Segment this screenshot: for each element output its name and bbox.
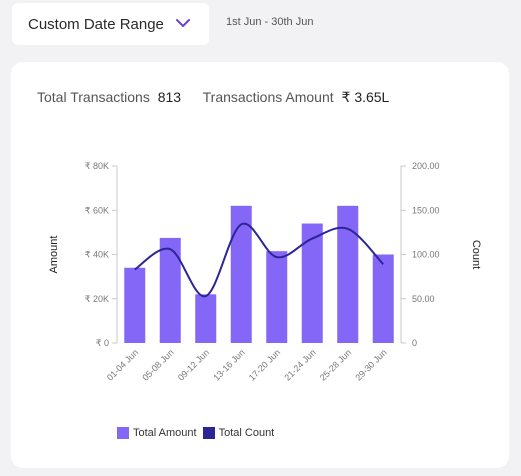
x-tick-label: 21-24 Jun [282,347,317,382]
chart-card: Total Transactions 813 Transactions Amou… [11,62,509,468]
y-axis-title-right: Count [470,240,482,269]
y-tick-label-left: ₹ 20K [85,294,109,304]
amount-label: Transactions Amount [202,89,334,105]
y-tick-label-right: 0 [412,338,417,348]
date-range-dropdown-label: Custom Date Range [28,15,164,33]
count-line [134,222,384,298]
bar-13-16-jun [230,205,252,343]
bar-25-28-jun [337,205,359,343]
transactions-value: 813 [157,89,182,105]
bar-17-20-jun [266,251,288,343]
y-tick-label-left: ₹ 60K [85,205,109,215]
legend-item-count[interactable]: Total Count [202,427,275,439]
legend-swatch-count [202,427,215,439]
x-tick-label: 01-04 Jun [105,347,140,382]
chart-legend: Total Amount Total Count [117,427,280,439]
date-range-dropdown[interactable]: Custom Date Range [12,3,209,45]
x-tick-label: 09-12 Jun [176,347,211,382]
y-tick-label-right: 100.00 [412,250,440,260]
legend-swatch-amount [117,427,129,439]
bar-09-12-jun [195,294,217,343]
y-axis-title-left: Amount [48,236,60,274]
x-tick-label: 25-28 Jun [318,347,353,382]
bar-05-08-jun [159,237,181,343]
bar-21-24-jun [301,223,323,343]
y-tick-label-left: ₹ 80K [85,161,109,171]
combo-chart: ₹ 0 ₹ 20K ₹ 40K ₹ 60K ₹ 80K 0 50.00 100.00 150.0… [48,161,482,383]
y-tick-label-right: 50.00 [412,294,435,304]
bar-01-04-jun [124,267,146,343]
y-tick-label-right: 150.00 [412,205,440,215]
x-tick-label: 17-20 Jun [247,347,282,382]
chevron-down-icon [176,19,190,27]
y-tick-label-left: ₹ 0 [96,338,109,348]
legend-label-count: Total Count [218,427,275,439]
x-tick-label: 29-30 Jun [353,347,388,382]
x-tick-label: 05-08 Jun [140,347,175,382]
amount-value: ₹ 3.65L [341,89,390,105]
y-tick-label-right: 200.00 [412,161,440,171]
summary-row: Total Transactions 813 Transactions Amou… [37,89,389,106]
date-range-text: 1st Jun - 30th Jun [226,16,314,28]
transactions-label: Total Transactions [37,89,150,105]
y-tick-label-left: ₹ 40K [85,250,109,260]
legend-item-amount[interactable]: Total Amount [117,427,197,439]
x-tick-label: 13-16 Jun [211,347,246,382]
legend-label-amount: Total Amount [133,427,197,439]
bar-29-30-jun [372,254,394,343]
